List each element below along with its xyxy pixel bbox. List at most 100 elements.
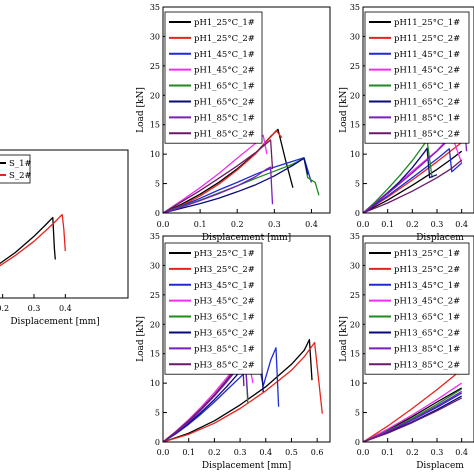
y-tick-label: 30 [150, 32, 160, 41]
y-tick-label: 35 [150, 232, 160, 241]
legend-entry: S_1# [9, 159, 32, 169]
series-line-0 [163, 338, 313, 442]
legend-entry: pH13_25°C_2# [394, 265, 460, 275]
y-axis-title: Load [kN] [339, 316, 349, 362]
series-line-1 [0, 213, 66, 267]
y-tick-label: 25 [150, 62, 160, 71]
x-tick-label: 0.3 [28, 304, 41, 313]
legend-entry: pH3_45°C_2# [194, 297, 255, 307]
legend-entry: pH11_45°C_1# [394, 50, 460, 60]
legend-entry: pH3_25°C_1# [194, 249, 255, 259]
x-tick-label: 0.0 [157, 448, 170, 457]
y-axis-title: Load [kN] [339, 87, 349, 133]
legend-box [0, 154, 31, 184]
x-tick-label: 0.6 [311, 448, 324, 457]
x-tick-label: 0.0 [157, 220, 170, 229]
y-tick-label: 5 [155, 409, 160, 418]
legend-entry: pH13_45°C_1# [394, 281, 460, 291]
y-tick-label: 0 [155, 438, 160, 447]
x-tick-label: 0.4 [455, 220, 468, 229]
legend-entry: pH11_65°C_2# [394, 97, 460, 107]
legend-entry: pH1_45°C_2# [194, 66, 255, 76]
y-tick-label: 0 [355, 438, 360, 447]
series-line-7 [163, 139, 274, 213]
y-axis-title: Load [kN] [136, 87, 146, 133]
legend: S_1# S_2# [0, 154, 32, 184]
legend: pH11_25°C_1# pH11_25°C_2# pH11_45°C_1# pH11… [364, 11, 470, 144]
legend-entry: pH1_25°C_2# [194, 34, 255, 44]
x-tick-label: 0.2 [406, 220, 419, 229]
y-tick-label: 35 [350, 3, 360, 12]
y-tick-label: 0 [155, 209, 160, 218]
x-axis-title: Displacem [416, 461, 464, 471]
legend-entry: pH3_45°C_1# [194, 281, 255, 291]
legend-entry: pH11_25°C_1# [394, 18, 460, 28]
y-tick-label: 10 [350, 379, 360, 388]
series-group [0, 213, 66, 267]
y-tick-label: 25 [350, 291, 360, 300]
y-tick-label: 5 [355, 180, 360, 189]
x-tick-label: 0.3 [268, 220, 281, 229]
legend-entry: pH1_25°C_1# [194, 18, 255, 28]
series-line-3 [363, 382, 463, 442]
y-tick-label: 15 [350, 350, 360, 359]
series-line-1 [363, 141, 463, 213]
y-tick-label: 20 [150, 320, 160, 329]
legend-entry: pH3_85°C_2# [194, 360, 255, 370]
x-tick-label: 0.4 [259, 448, 272, 457]
y-tick-label: 5 [155, 180, 160, 189]
y-tick-label: 0 [355, 209, 360, 218]
y-tick-label: 25 [350, 62, 360, 71]
series-line-0 [0, 216, 56, 265]
series-line-1 [363, 369, 463, 442]
x-tick-label: 0.3 [431, 448, 444, 457]
legend-entry: pH13_85°C_1# [394, 344, 460, 354]
panel-ph13: 0.0 0.1 0.2 0.3 0.4 0 5 10 15 20 25 30 35 Displacem Lo… [339, 232, 474, 471]
legend-entry: pH3_65°C_1# [194, 313, 255, 323]
y-tick-label: 20 [350, 91, 360, 100]
series-line-5 [163, 157, 309, 213]
series-line-0 [363, 150, 463, 213]
legend-box [364, 242, 470, 375]
legend-box [164, 11, 263, 144]
y-tick-label: 25 [150, 291, 160, 300]
x-tick-label: 0.0 [357, 220, 370, 229]
series-line-2 [163, 347, 280, 442]
legend: pH1_25°C_1# pH1_25°C_2# pH1_45°C_1# pH1_45°… [164, 11, 263, 144]
y-tick-label: 30 [350, 261, 360, 270]
x-tick-label: 0.4 [59, 304, 72, 313]
series-line-2 [363, 148, 463, 213]
y-tick-label: 15 [150, 121, 160, 130]
y-tick-label: 30 [150, 261, 160, 270]
series-line-6 [363, 390, 463, 442]
legend-entry: S_2# [9, 171, 32, 181]
x-tick-label: 0.1 [182, 448, 195, 457]
legend-entry: pH13_45°C_2# [394, 297, 460, 307]
x-tick-label: 0.3 [234, 448, 247, 457]
panel-ph1: 0.0 0.1 0.2 0.3 0.4 0 5 10 15 20 25 30 35 Displacemen… [136, 3, 331, 243]
x-tick-label: 0.5 [285, 448, 298, 457]
x-tick-label: 0.4 [455, 448, 468, 457]
plot-frame [362, 235, 474, 443]
y-tick-label: 10 [150, 379, 160, 388]
plot-frame [162, 235, 331, 443]
series-group [363, 369, 463, 442]
x-axis-title: Displacement [mm] [202, 461, 291, 471]
y-tick-label: 10 [150, 150, 160, 159]
y-tick-label: 35 [150, 3, 160, 12]
x-tick-label: 0.1 [381, 448, 394, 457]
legend-entry: pH11_85°C_2# [394, 129, 460, 139]
plot-frame [162, 6, 331, 214]
x-tick-label: 0.1 [194, 220, 207, 229]
legend-entry: pH11_45°C_2# [394, 66, 460, 76]
y-tick-label: 35 [350, 232, 360, 241]
series-line-7 [363, 159, 463, 213]
x-tick-label: 0.2 [406, 448, 419, 457]
series-line-4 [363, 139, 433, 213]
y-tick-label: 5 [355, 409, 360, 418]
x-axis-title: Displacement [mm] [10, 317, 99, 327]
series-line-1 [163, 341, 323, 442]
panel-ph3: 0.0 0.1 0.2 0.3 0.4 0.5 0.6 0 5 10 15 20 25 30 35 Displ… [136, 232, 331, 471]
